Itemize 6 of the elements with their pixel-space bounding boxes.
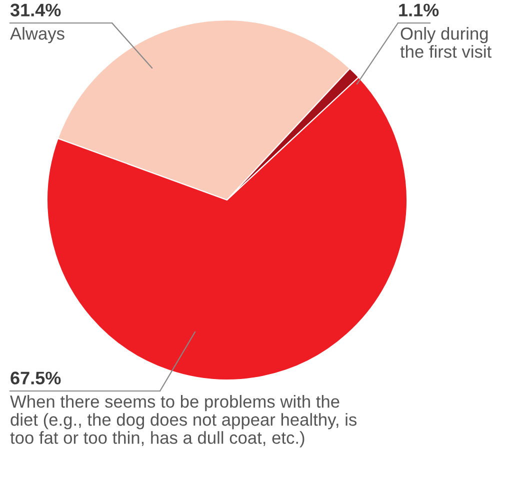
data-label: 67.5% xyxy=(10,372,61,384)
slice-label: When there seems to be problems with the diet (e.g., the dog does not appear healthy, is too fat or too thin, has a dull coat, etc.) xyxy=(10,395,357,448)
data-label: 31.4% xyxy=(10,4,61,16)
data-label: 1.1% xyxy=(399,4,439,16)
slice-label: Only during the first visit xyxy=(400,27,492,58)
slice-label: Always xyxy=(10,27,64,44)
